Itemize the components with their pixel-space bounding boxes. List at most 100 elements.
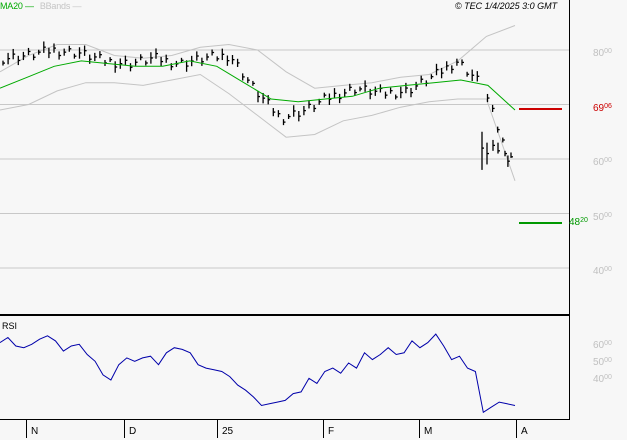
ohlc-bar	[160, 56, 164, 67]
ohlc-bar	[83, 45, 87, 56]
bbands-lower-line	[0, 73, 516, 181]
ohlc-bar	[78, 47, 82, 59]
ohlc-bar	[308, 100, 311, 109]
ohlc-bar	[349, 83, 352, 91]
ohlc-bar	[32, 54, 36, 61]
price-tick-4000: 4000	[593, 266, 612, 277]
ohlc-bar	[272, 108, 276, 117]
ohlc-bar	[395, 94, 398, 100]
ohlc-bar	[140, 54, 143, 61]
bbands-upper-line	[0, 25, 516, 89]
ohlc-bar	[267, 95, 271, 105]
ohlc-bar	[89, 54, 92, 64]
legend-ma20: MA20 —	[0, 1, 34, 11]
ohlc-bar	[389, 87, 393, 94]
ohlc-bar	[287, 114, 291, 119]
ohlc-bar	[155, 48, 158, 59]
ohlc-bar	[247, 77, 250, 84]
ohlc-bar	[2, 60, 5, 66]
ohlc-bar	[242, 73, 245, 81]
ohlc-bar	[63, 48, 67, 56]
ohlc-bar	[440, 67, 444, 79]
ohlc-bar	[211, 49, 215, 56]
ohlc-bar	[53, 43, 56, 53]
ohlc-bar	[405, 82, 408, 94]
ohlc-bar	[12, 48, 16, 60]
ohlc-bar	[114, 61, 118, 73]
x-label-dec: D	[129, 426, 137, 437]
ohlc-bar	[466, 71, 470, 77]
ohlc-bar	[206, 53, 209, 61]
price-tick-8000: 8000	[593, 48, 612, 59]
ohlc-bar	[48, 47, 51, 59]
x-label-apr: A	[521, 426, 528, 437]
ohlc-bar	[165, 54, 169, 63]
ohlc-bar	[145, 60, 148, 66]
ohlc-bar	[129, 63, 133, 72]
ohlc-bar	[180, 57, 184, 63]
ohlc-bar	[410, 87, 413, 98]
ohlc-bar	[303, 105, 306, 116]
ohlc-bar	[68, 45, 72, 52]
rsi-tick-40: 4000	[593, 374, 612, 385]
ohlc-bar	[491, 104, 495, 112]
ohlc-bar	[359, 86, 362, 92]
ohlc-bar	[415, 81, 419, 91]
ohlc-bar	[201, 57, 204, 66]
ohlc-bar	[435, 63, 439, 76]
rsi-label: RSI	[2, 321, 18, 331]
ohlc-bar	[134, 58, 138, 66]
ohlc-bar	[99, 51, 102, 59]
ohlc-bar	[282, 119, 286, 126]
price-tick-6000: 6000	[593, 157, 612, 168]
ohlc-bar	[226, 55, 230, 66]
rsi-tick-50: 5000	[593, 357, 612, 368]
ohlc-bar	[43, 41, 46, 53]
ohlc-bar	[328, 93, 332, 105]
support-level-label: 4820	[569, 217, 588, 228]
ohlc-bar	[58, 51, 62, 60]
ohlc-bar	[323, 92, 327, 98]
x-label-feb: F	[328, 426, 335, 437]
ohlc-bar	[22, 51, 26, 61]
ohlc-bar	[471, 69, 475, 81]
ohlc-bar	[354, 89, 357, 96]
ohlc-bar	[461, 59, 464, 66]
ohlc-bar	[185, 60, 189, 72]
ohlc-bar	[344, 88, 347, 98]
ohlc-bar	[252, 80, 255, 86]
ohlc-bar	[257, 90, 260, 103]
ohlc-bar	[313, 104, 317, 113]
ohlc-bar	[338, 93, 342, 104]
ohlc-bar	[374, 86, 378, 96]
ohlc-bar	[384, 91, 388, 99]
ohlc-bar	[196, 51, 199, 61]
ohlc-bar	[486, 93, 490, 103]
ohlc-bar	[293, 105, 296, 117]
ohlc-bar	[109, 57, 113, 63]
ohlc-bar	[38, 49, 41, 55]
ohlc-bar	[456, 58, 459, 66]
ohlc-bar	[446, 61, 449, 71]
rsi-line	[0, 333, 516, 414]
ohlc-bar	[150, 52, 153, 64]
ohlc-bar	[119, 58, 123, 69]
ohlc-bar	[420, 75, 424, 83]
ohlc-bar	[277, 110, 281, 118]
rsi-tick-60: 6000	[593, 340, 612, 351]
ohlc-bar	[430, 74, 434, 80]
ohlc-bar	[27, 47, 31, 56]
ohlc-bar	[94, 52, 97, 62]
ohlc-bar	[236, 58, 240, 67]
ohlc-bar	[124, 55, 128, 65]
legend: MA20 — BBands —	[0, 1, 81, 11]
copyright-notice: © TEC 1/4/2025 3:0 GMT	[455, 1, 558, 11]
x-label-mar: M	[424, 426, 433, 437]
ohlc-bar	[400, 86, 403, 99]
ohlc-bar	[231, 55, 235, 65]
resistance-level-label: 6906	[593, 103, 612, 114]
ohlc-bar	[364, 80, 368, 92]
price-tick-5000: 5000	[593, 212, 612, 223]
ohlc-bar	[476, 71, 480, 82]
